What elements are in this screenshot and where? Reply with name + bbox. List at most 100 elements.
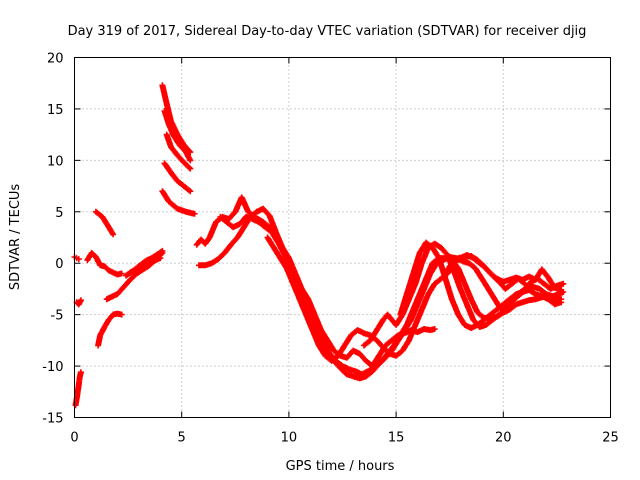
data-point [273,246,275,249]
data-point [553,287,556,289]
data-point [251,218,254,220]
series-track-b [73,297,84,308]
data-point [161,84,164,87]
data-point [176,133,179,136]
x-axis-label: GPS time / hours [286,459,395,474]
data-point [457,257,460,259]
data-point [176,207,179,210]
data-point [255,210,258,213]
data-point [99,334,102,337]
data-point [412,308,415,311]
data-point [189,159,192,162]
data-point [474,267,477,270]
data-point [326,339,329,342]
data-point [189,151,192,153]
data-point [77,303,80,306]
data-point [472,318,475,321]
data-point [193,213,196,215]
data-point [148,261,151,263]
data-point [502,280,505,283]
series-track-j [159,82,194,156]
series-track-l [163,131,194,172]
data-point [298,298,301,301]
data-point [74,404,77,406]
x-tick-label: 0 [70,431,78,446]
data-point [476,259,479,261]
data-point [491,318,494,321]
data-point [217,258,219,260]
data-point [142,268,144,271]
data-point [86,259,89,261]
data-point [399,313,402,316]
data-point [161,250,164,252]
data-point [528,299,530,302]
data-point [423,328,425,330]
data-point [433,328,436,330]
x-tick-label: 10 [281,431,298,446]
data-point [425,277,427,280]
data-point [393,344,395,347]
data-point [538,288,541,290]
data-point [358,352,361,355]
data-point [116,293,119,295]
data-point [511,282,513,285]
data-point [204,264,207,267]
data-point [416,331,419,333]
data-point [97,344,99,347]
data-point [352,349,355,352]
data-point [489,313,492,316]
data-point [382,346,385,349]
data-point [170,146,172,148]
data-point [243,226,245,229]
data-point [112,233,114,236]
data-point [75,257,78,259]
data-point [165,133,168,136]
series-track-e [92,208,117,238]
data-point [116,273,119,276]
data-point [521,301,524,304]
data-point [80,299,82,302]
data-point [463,256,466,258]
data-point [258,221,260,223]
data-point [247,210,249,213]
data-point [176,154,179,157]
data-point [285,267,288,270]
series-track-i [127,255,164,276]
data-point [530,280,532,283]
data-point [476,311,479,314]
data-point [345,357,348,359]
data-point [95,210,97,213]
data-point [108,318,110,321]
data-point [270,231,273,234]
data-point [296,280,299,283]
data-point [155,259,157,261]
data-point [279,257,282,259]
series-markers [159,188,198,217]
data-point [451,262,453,265]
data-point [198,264,200,267]
data-point [395,354,397,357]
data-point [391,339,393,342]
data-point [440,277,442,280]
data-point [373,365,376,367]
data-point [408,339,410,342]
series-markers [95,310,125,349]
data-point [463,324,466,326]
y-tick-label: 15 [47,103,64,118]
data-point [76,390,79,393]
data-point [425,241,427,244]
data-point [315,324,318,326]
data-point [408,298,410,301]
data-point [108,226,110,229]
series-track-c [72,369,84,409]
data-point [414,282,417,285]
data-point [541,268,543,271]
data-point [101,216,104,218]
data-point [560,301,562,304]
data-point [225,221,228,223]
data-point [541,295,543,297]
data-point [562,291,565,293]
data-point [183,185,185,187]
data-point [433,282,436,285]
data-point [234,210,237,213]
